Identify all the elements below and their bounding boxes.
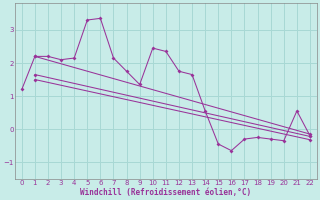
- X-axis label: Windchill (Refroidissement éolien,°C): Windchill (Refroidissement éolien,°C): [80, 188, 252, 197]
